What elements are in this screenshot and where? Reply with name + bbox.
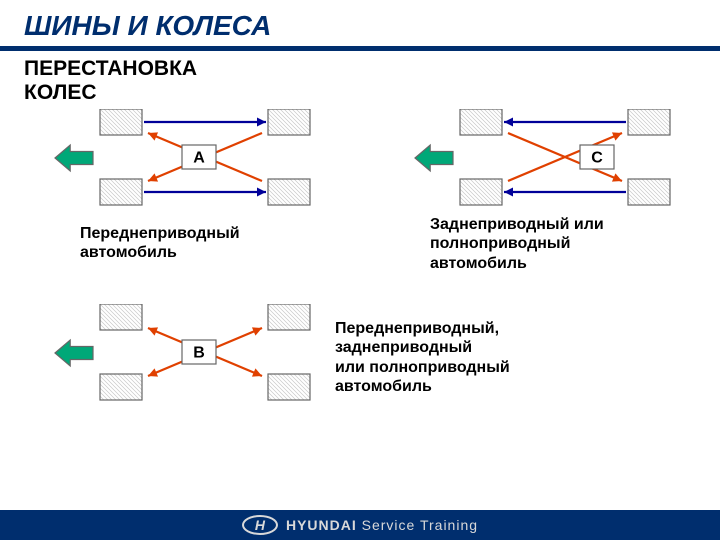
svg-text:A: A xyxy=(193,150,205,167)
hyundai-logo-icon: H xyxy=(242,515,278,535)
caption-c: Заднеприводный илиполноприводныйавтомоби… xyxy=(430,215,604,273)
diagram-c: C xyxy=(380,109,690,219)
svg-text:C: C xyxy=(591,150,603,167)
svg-text:B: B xyxy=(193,345,205,362)
diagram-area: A C B Переднеприводныйавтомобиль Заднепр… xyxy=(0,109,720,489)
page-subtitle: ПЕРЕСТАНОВКАКОЛЕС xyxy=(0,57,720,105)
footer: H HYUNDAI Service Training xyxy=(0,510,720,540)
footer-brand: HYUNDAI Service Training xyxy=(286,517,478,533)
diagram-b: B xyxy=(20,304,330,414)
caption-a: Переднеприводныйавтомобиль xyxy=(80,224,240,262)
logo-letter: H xyxy=(255,517,265,533)
page-title: ШИНЫ И КОЛЕСА xyxy=(0,0,720,46)
title-underline xyxy=(0,46,720,51)
diagram-a: A xyxy=(20,109,330,219)
caption-b: Переднеприводный,заднеприводныйили полно… xyxy=(335,319,510,396)
